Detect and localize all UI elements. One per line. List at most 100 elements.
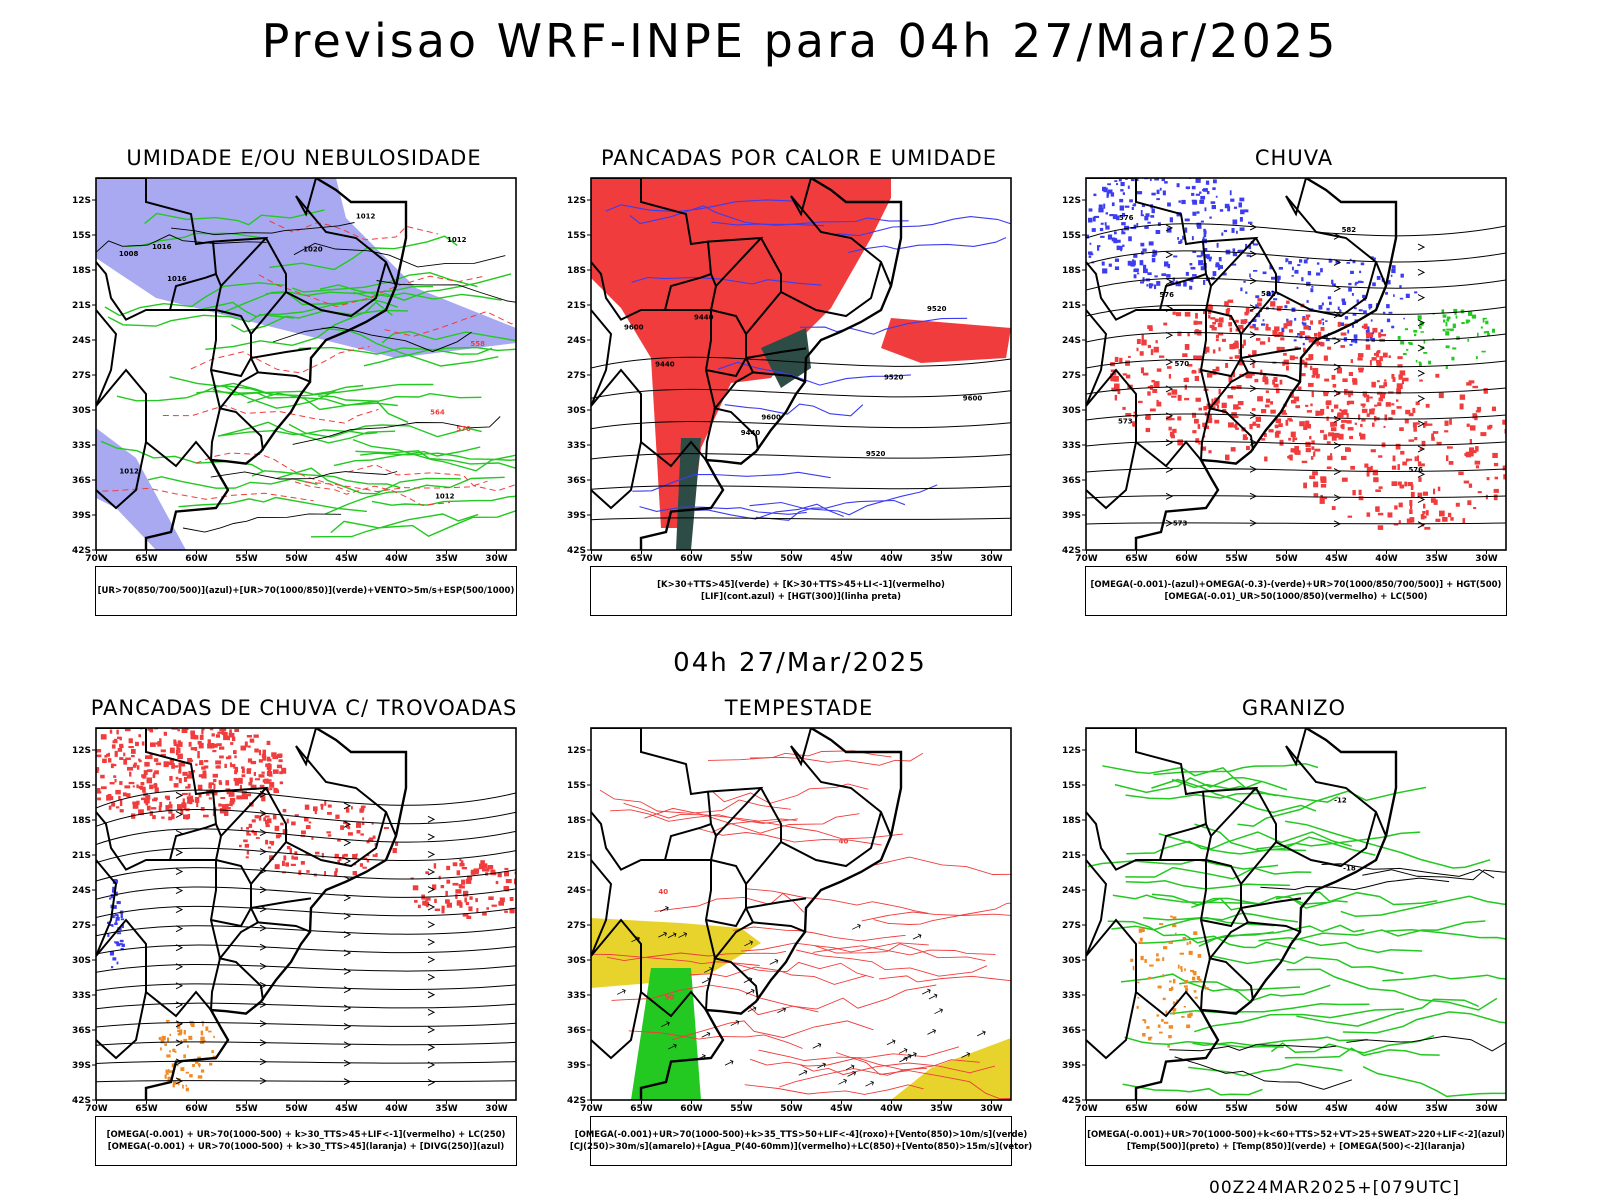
lat-tick-label: 27S [567,921,586,931]
lon-tick-label: 45W [830,554,853,564]
map-figure: 582 582 576 576 576 573 570 573 12S 15S 18S 21S 24S 2… [1062,177,1507,564]
run-timestamp: 00Z24MAR2025+[079UTC] [1209,1178,1460,1198]
lat-tick-label: 18S [72,266,91,276]
lat-tick-label: 24S [567,336,586,346]
lat-tick-label: 24S [1062,886,1081,896]
legend-box: [OMEGA(-0.001)+UR>70(1000-500)+k<60+TTS>… [1085,1116,1507,1166]
coastline [1134,728,1398,1100]
lon-tick-label: 50W [1275,1104,1298,1114]
contour-label: 1012 [447,236,467,244]
lat-tick-label: 39S [567,511,586,521]
lat-tick-label: 21S [1062,301,1081,311]
border-line [96,178,222,287]
border-line [591,991,642,1060]
border-line [1285,728,1307,767]
legend-box: [UR>70(850/700/500)](azul)+[UR>70(1000/8… [95,566,517,616]
legend-box: [OMEGA(-0.001)-(azul)+OMEGA(-0.3)-(verde… [1085,566,1507,616]
lat-tick-label: 24S [72,336,91,346]
contour-label: 1016 [167,275,187,283]
contour-label: 9520 [927,305,947,313]
lat-tick-label: 21S [72,851,91,861]
border-line [96,728,222,837]
valid-time-subtitle: 04h 27/Mar/2025 [673,648,927,678]
lat-tick-label: 30S [1062,956,1081,966]
border-line [210,907,252,928]
lat-tick-label: 39S [1062,1061,1081,1071]
contour-label: 576 [1408,466,1423,474]
lon-tick-label: 40W [880,1104,903,1114]
legend-text: [K>30+TTS>45](verde) + [K>30+TTS>45+LI<-… [657,580,945,590]
border-line [1275,811,1377,868]
contour-label: 1020 [303,245,323,253]
border-line [790,195,892,287]
border-line [1285,195,1387,287]
lat-tick-label: 24S [567,886,586,896]
lat-tick-label: 18S [1062,266,1081,276]
border-line [1240,897,1302,909]
map-figure: 1012 1012 1012 1020 1008 1016 1016 1012 570 564 55… [72,177,517,564]
border-line [591,261,665,321]
lat-tick-label: 18S [72,816,91,826]
lat-tick-label: 12S [567,196,586,206]
contour-label: 573 [1173,519,1188,527]
lat-tick-label: 30S [1062,406,1081,416]
border-line [1086,859,1108,957]
border-line [96,918,212,1018]
lon-tick-label: 30W [1475,1104,1498,1114]
contour-label: 9520 [866,450,886,458]
lon-tick-label: 45W [335,554,358,564]
lat-tick-label: 12S [1062,196,1081,206]
border-line [591,178,717,287]
border-line [214,835,264,1001]
legend-text: [OMEGA(-0.001) + UR>70(1000-500) + k>30_… [107,1142,505,1152]
panel-title: CHUVA [1254,146,1334,170]
border-line [96,261,170,321]
lon-tick-label: 65W [1125,554,1148,564]
lat-tick-label: 24S [72,886,91,896]
border-line [1240,347,1302,359]
lat-tick-label: 42S [72,1096,91,1106]
border-line [295,195,397,287]
lat-tick-label: 15S [72,781,91,791]
lon-tick-label: 60W [185,554,208,564]
lat-tick-label: 27S [72,371,91,381]
lat-tick-label: 36S [1062,476,1081,486]
border-line [209,860,222,1011]
border-line [295,728,317,767]
lat-tick-label: 15S [1062,231,1081,241]
border-line [780,811,882,868]
border-line [257,371,312,383]
lat-tick-label: 21S [567,301,586,311]
lon-tick-label: 70W [580,1104,603,1114]
lon-tick-label: 70W [85,554,108,564]
border-line [705,907,747,928]
contour-label: 582 [1342,226,1357,234]
lon-tick-label: 55W [730,554,753,564]
panel-granizo: GRANIZO -12 -18 12S 15S 18S 21S 24S 27S 30S 33S 36… [1054,696,1534,1186]
main-title: Previsao WRF-INPE para 04h 27/Mar/2025 [261,14,1339,68]
border-line [169,823,217,861]
legend-text: [UR>70(850/700/500)](azul)+[UR>70(1000/8… [97,586,515,596]
lon-tick-label: 35W [1425,554,1448,564]
lon-tick-label: 35W [435,554,458,564]
border-line [1202,786,1259,837]
lat-tick-label: 42S [567,1096,586,1106]
border-line [790,178,812,217]
lat-tick-label: 21S [72,301,91,311]
lat-tick-label: 27S [567,371,586,381]
border-line [96,441,147,510]
border-line [1199,310,1212,461]
coastline [639,728,903,1100]
lat-tick-label: 33S [567,991,586,1001]
panel-tempestade: TEMPESTADE 50 40 40 12S 15S 18S 21S 24S 27S 30S 33… [559,696,1039,1186]
map-frame [95,727,517,1101]
lon-tick-label: 55W [235,554,258,564]
lat-tick-label: 15S [72,231,91,241]
map-frame [1085,727,1507,1101]
lon-tick-label: 60W [1175,1104,1198,1114]
coastline [144,178,408,550]
contour-label: 576 [1119,214,1134,222]
lon-tick-label: 40W [385,554,408,564]
contour-label: -18 [1343,865,1356,873]
